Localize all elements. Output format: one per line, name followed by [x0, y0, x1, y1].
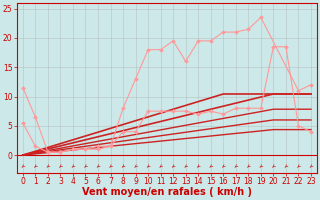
X-axis label: Vent moyen/en rafales ( km/h ): Vent moyen/en rafales ( km/h ): [82, 187, 252, 197]
